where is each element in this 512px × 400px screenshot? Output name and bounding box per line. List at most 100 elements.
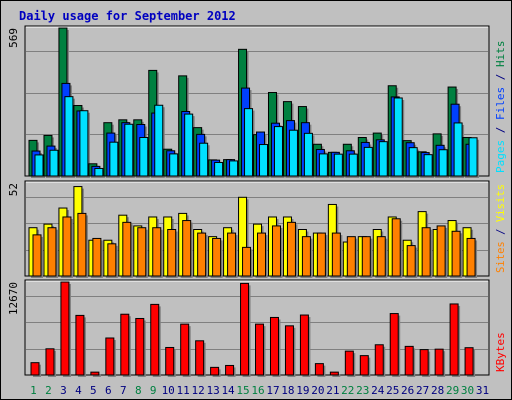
day-label-15: 15: [236, 384, 249, 397]
bar-kbytes-day-7: [120, 313, 130, 376]
bar-pages-day-27: [423, 154, 433, 177]
bar-pages-day-11: [184, 113, 194, 177]
bar-pages-day-4: [79, 110, 89, 177]
bar-kbytes-day-8: [135, 317, 145, 376]
bar-pages-day-18: [288, 129, 298, 177]
bar-kbytes-day-11: [180, 323, 190, 376]
bar-sites-day-10: [167, 229, 177, 277]
bar-sites-day-23: [361, 236, 371, 277]
legend-entry-3: /: [494, 67, 507, 87]
bar-kbytes-day-19: [299, 314, 309, 376]
bar-kbytes-day-21: [329, 371, 339, 376]
legend-entry-0: KBytes: [494, 332, 507, 372]
bar-pages-day-2: [49, 149, 59, 177]
bar-pages-day-26: [408, 147, 418, 177]
bar-sites-day-3: [62, 216, 72, 277]
day-label-17: 17: [266, 384, 279, 397]
day-label-14: 14: [221, 384, 235, 397]
day-label-30: 30: [461, 384, 474, 397]
day-label-31: 31: [476, 384, 489, 397]
bar-kbytes-day-22: [344, 350, 354, 376]
day-label-20: 20: [311, 384, 324, 397]
bar-sites-day-14: [227, 232, 237, 277]
bar-sites-day-9: [152, 227, 162, 277]
bar-kbytes-day-1: [30, 362, 40, 376]
bar-pages-day-9: [154, 104, 164, 177]
bar-pages-day-20: [318, 153, 328, 177]
bar-kbytes-day-17: [269, 316, 279, 376]
bar-kbytes-day-23: [359, 355, 369, 376]
bar-pages-day-23: [363, 146, 373, 177]
bar-kbytes-day-25: [389, 313, 399, 376]
legend-entry-1: /: [494, 120, 507, 140]
bar-sites-day-1: [32, 234, 42, 277]
bar-pages-day-15: [244, 108, 254, 177]
y-max-label: 569: [7, 28, 20, 48]
bar-kbytes-day-18: [284, 325, 294, 376]
bar-sites-day-24: [376, 236, 386, 277]
bar-sites-day-20: [316, 232, 326, 277]
bar-sites-day-25: [391, 218, 401, 277]
bar-kbytes-day-12: [195, 340, 205, 376]
bar-sites-day-15: [242, 246, 252, 277]
series-legend: Sites / Visits: [494, 184, 507, 273]
bar-pages-day-8: [139, 137, 149, 177]
bar-pages-day-19: [303, 132, 313, 177]
bar-kbytes-day-5: [90, 371, 100, 376]
bar-kbytes-day-24: [374, 344, 384, 376]
bar-sites-day-30: [466, 237, 476, 277]
bar-pages-day-22: [348, 153, 358, 177]
bar-kbytes-day-10: [165, 346, 175, 376]
bar-pages-day-12: [199, 142, 209, 177]
bar-sites-day-29: [451, 230, 461, 277]
legend-entry-0: Sites: [494, 241, 507, 273]
bar-pages-day-6: [109, 141, 119, 177]
day-label-12: 12: [192, 384, 205, 397]
bar-pages-day-17: [273, 126, 283, 177]
day-label-13: 13: [206, 384, 219, 397]
day-label-28: 28: [431, 384, 444, 397]
bar-pages-day-10: [169, 153, 179, 177]
bar-kbytes-day-20: [314, 363, 324, 376]
day-label-16: 16: [251, 384, 264, 397]
bar-sites-day-28: [436, 225, 446, 277]
series-legend: Pages / Files / Hits: [494, 41, 507, 174]
bar-sites-day-2: [47, 227, 57, 277]
bar-kbytes-day-13: [210, 366, 220, 376]
panel-bottom: 12670 KBytes: [7, 279, 507, 377]
legend-entry-2: Files: [494, 87, 507, 120]
legend-entry-0: Pages: [494, 140, 507, 173]
y-max-label: 12670: [7, 282, 20, 315]
bar-kbytes-day-27: [419, 349, 429, 376]
y-max-label: 52: [7, 183, 20, 196]
bar-kbytes-day-14: [225, 364, 235, 376]
bar-pages-day-21: [333, 153, 343, 177]
bar-sites-day-7: [122, 221, 132, 277]
bar-kbytes-day-4: [75, 314, 85, 376]
bar-kbytes-day-26: [404, 345, 414, 376]
bar-pages-day-29: [453, 122, 463, 177]
bar-kbytes-day-16: [255, 323, 265, 376]
bar-pages-day-24: [378, 141, 388, 177]
bar-kbytes-day-9: [150, 303, 160, 376]
day-label-4: 4: [75, 384, 82, 397]
day-label-8: 8: [135, 384, 142, 397]
bar-sites-day-13: [212, 237, 222, 277]
bar-sites-day-26: [406, 245, 416, 277]
bar-sites-day-16: [257, 232, 267, 277]
day-label-10: 10: [162, 384, 175, 397]
bar-pages-day-14: [229, 160, 239, 177]
day-label-1: 1: [30, 384, 37, 397]
day-label-27: 27: [416, 384, 429, 397]
bar-pages-day-25: [393, 97, 403, 177]
bar-sites-day-21: [331, 232, 341, 277]
bar-sites-day-11: [182, 220, 192, 277]
bar-kbytes-day-3: [60, 281, 70, 376]
panel-middle: 52 Sites / Visits: [7, 180, 507, 278]
bar-pages-day-28: [438, 149, 448, 177]
day-label-29: 29: [446, 384, 459, 397]
day-label-21: 21: [326, 384, 339, 397]
day-label-5: 5: [90, 384, 97, 397]
bar-sites-day-4: [77, 212, 87, 277]
